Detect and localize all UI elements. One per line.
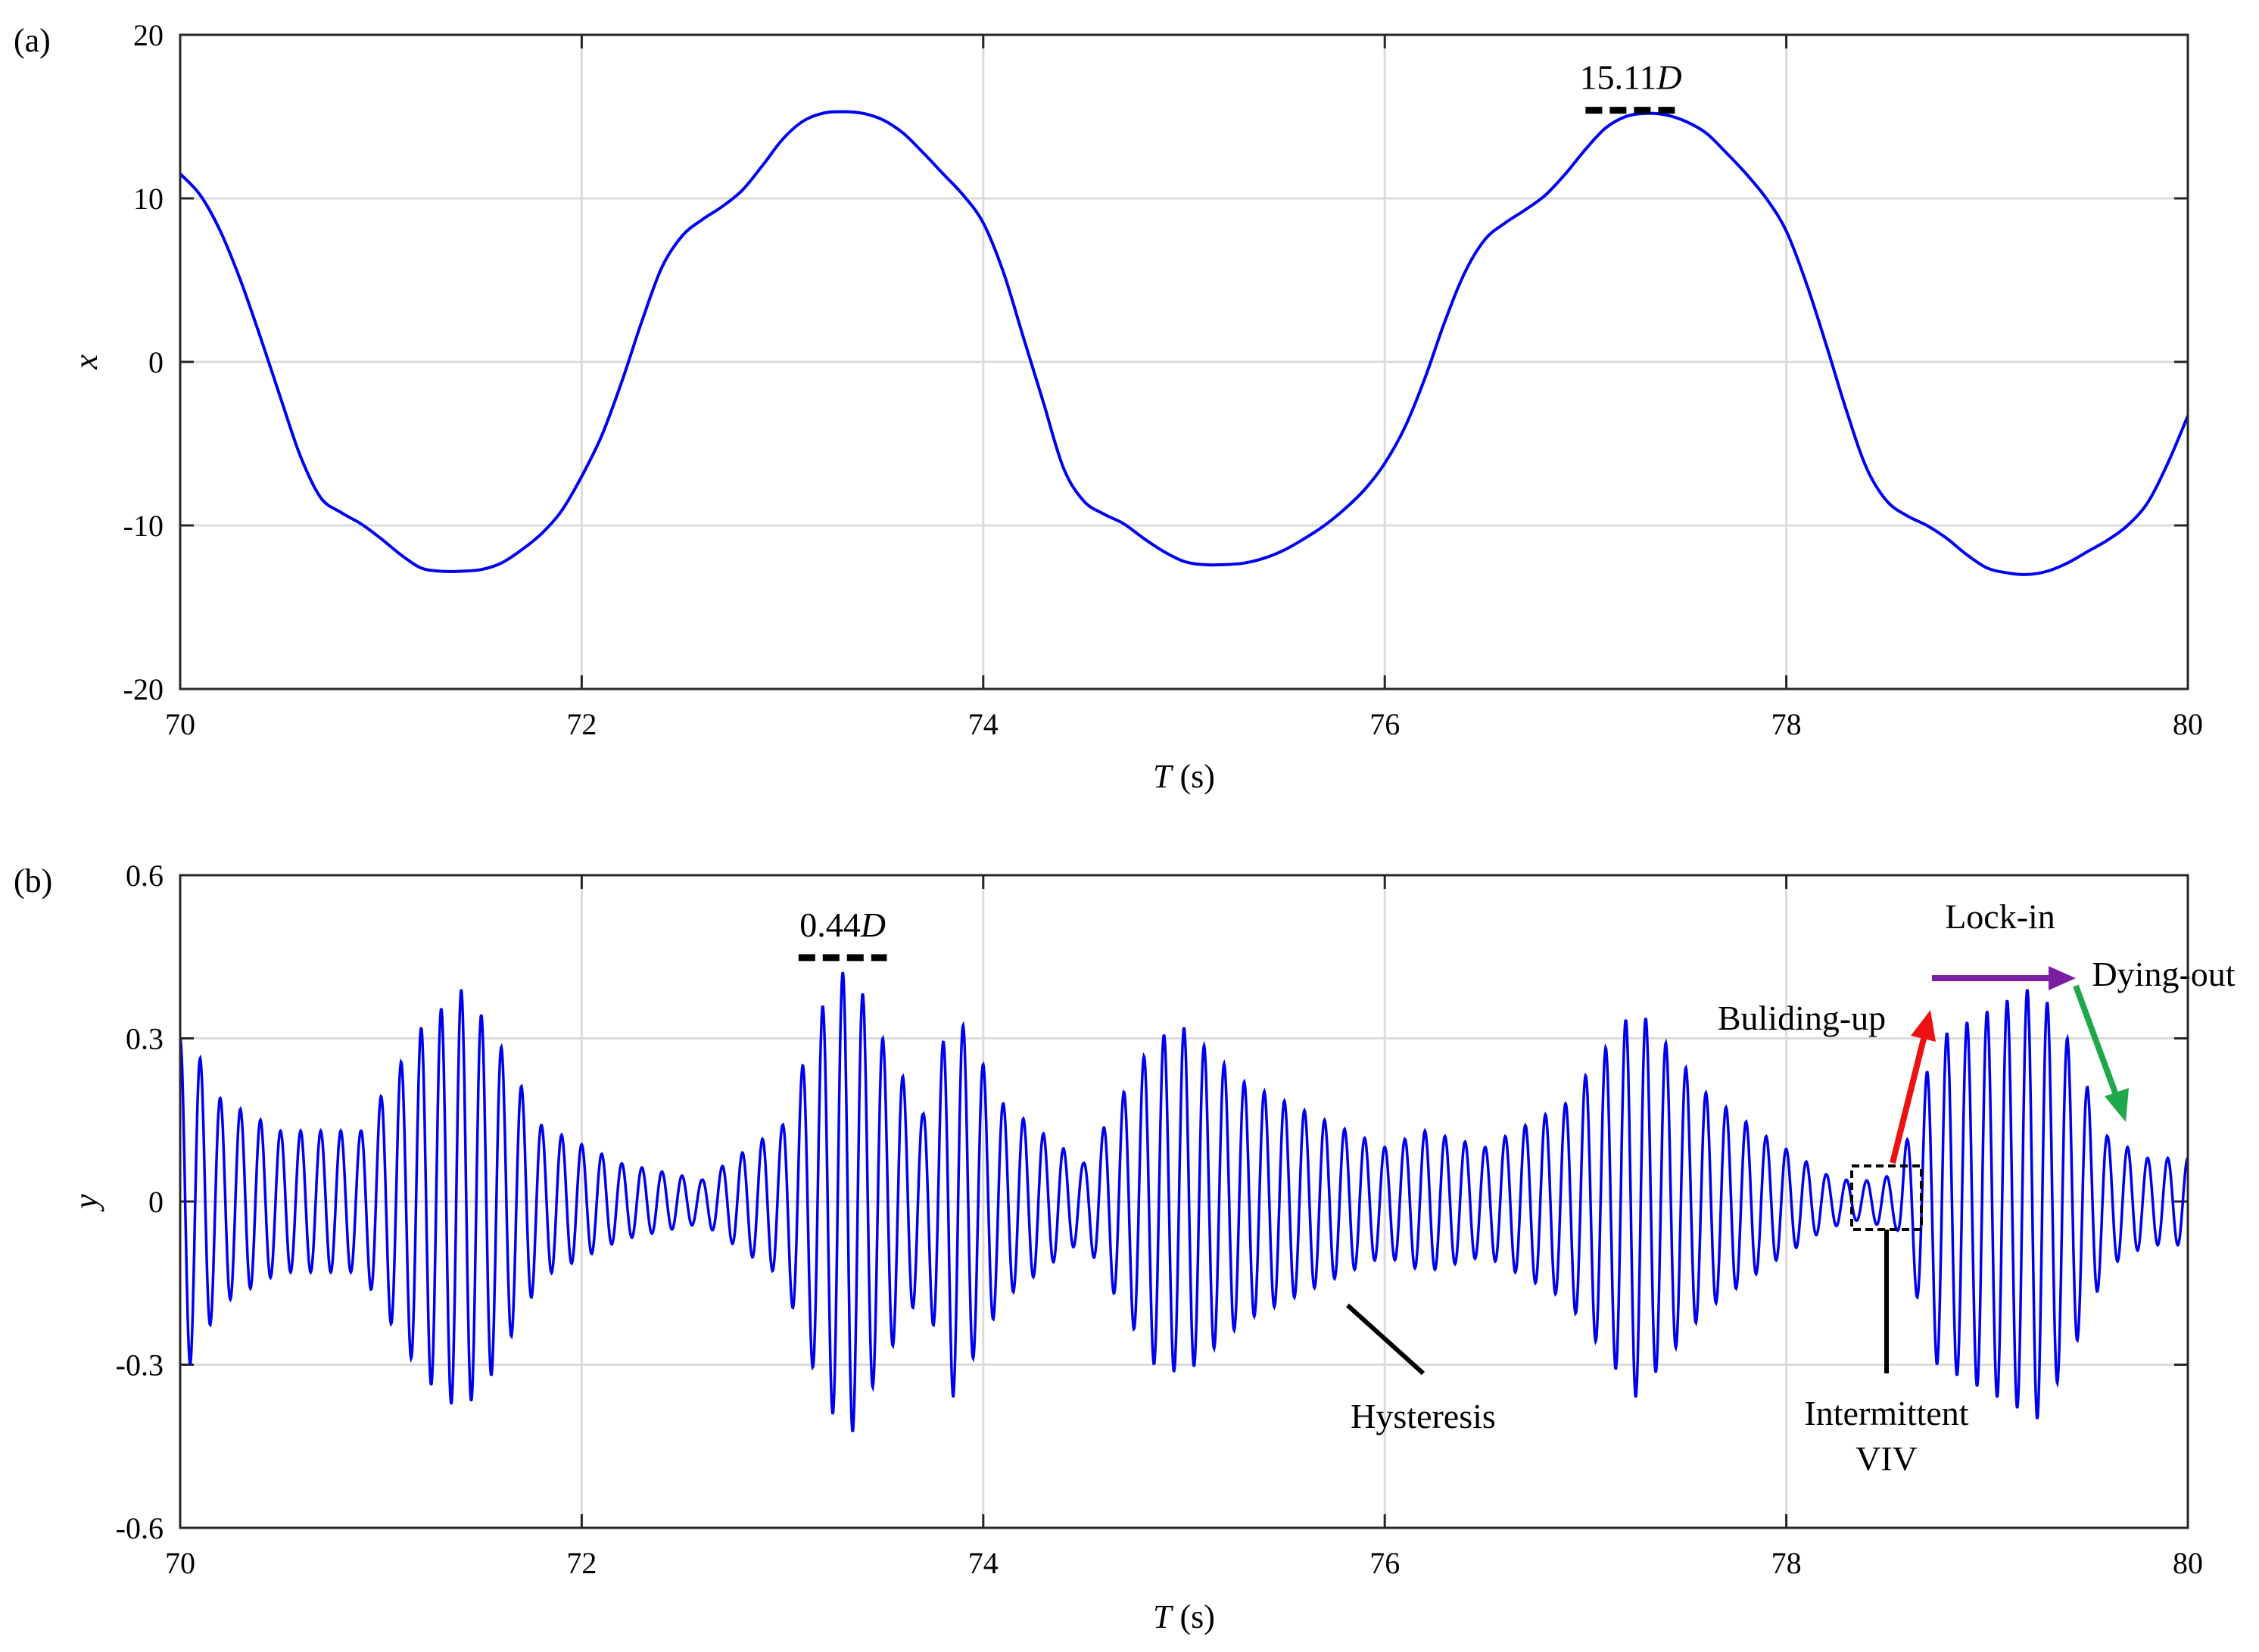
ytick-label-a-1: -10	[123, 509, 164, 543]
xtick-label-b-2: 74	[968, 1546, 999, 1580]
xtick-label-a-0: 70	[165, 707, 195, 741]
ytick-label-b-4: 0.6	[126, 859, 164, 893]
buildingup-arrow-head	[1911, 1010, 1936, 1042]
xlabel-a-unit: (s)	[1172, 758, 1215, 795]
ylabel-a: x	[67, 354, 104, 370]
hysteresis-annotation: Hysteresis	[1345, 1303, 1496, 1435]
xlabel-b-unit: (s)	[1172, 1598, 1215, 1635]
peak-value-b: 0.44	[799, 905, 861, 944]
intermittent-annotation: Intermittent VIV	[1804, 1164, 1969, 1478]
peak-value-a: 15.11	[1580, 58, 1657, 97]
xtick-label-b-5: 80	[2173, 1546, 2203, 1580]
lockin-arrow-head	[2049, 966, 2076, 990]
panel-label-a: (a)	[14, 22, 51, 59]
chart-panel-b: (b) 70 72 74 76 78 80 -0.6 -0.3 0 0.3 0.6 0.44D Lo…	[14, 859, 2236, 1635]
lockin-annotation: Lock-in	[1932, 897, 2076, 990]
xtick-label-b-3: 76	[1369, 1546, 1400, 1580]
ytick-label-a-3: 10	[133, 182, 164, 216]
xtick-label-a-4: 78	[1771, 707, 1802, 741]
series-line-x	[179, 110, 2189, 576]
panel-label-b: (b)	[14, 862, 52, 899]
xtick-label-a-3: 76	[1369, 707, 1400, 741]
ticks-b: 70 72 74 76 78 80 -0.6 -0.3 0 0.3 0.6	[116, 859, 2203, 1580]
xtick-label-a-5: 80	[2173, 707, 2203, 741]
xlabel-b: T (s)	[1153, 1598, 1215, 1635]
chart-panel-a: (a) 70 72 74 76 78 80 -20 -10 0 10 20 15.11D T (s)…	[14, 18, 2203, 795]
dyingout-annotation: Dying-out	[2073, 955, 2236, 1122]
ytick-label-a-0: -20	[123, 672, 164, 706]
ytick-label-b-2: 0	[148, 1185, 164, 1219]
lockin-label: Lock-in	[1945, 897, 2055, 936]
dyingout-arrow-head	[2105, 1088, 2129, 1122]
buildingup-annotation: Buliding-up	[1718, 999, 1936, 1164]
ytick-label-b-0: -0.6	[116, 1511, 164, 1545]
xlabel-b-var: T	[1153, 1598, 1174, 1635]
dyingout-arrow-line	[2073, 984, 2119, 1096]
intermittent-label-line2: VIV	[1855, 1439, 1918, 1478]
xlabel-a: T (s)	[1153, 758, 1215, 795]
xtick-label-b-0: 70	[165, 1546, 195, 1580]
hysteresis-label: Hysteresis	[1351, 1397, 1496, 1435]
ytick-label-a-2: 0	[148, 345, 164, 379]
ylabel-b: y	[67, 1194, 104, 1212]
peak-label-b: 0.44D	[799, 905, 886, 944]
ticks-a: 70 72 74 76 78 80 -20 -10 0 10 20	[123, 18, 2203, 741]
xtick-label-b-1: 72	[566, 1546, 597, 1580]
plot-frame-a	[179, 33, 2189, 690]
peak-unit-b: D	[860, 905, 886, 944]
xtick-label-a-1: 72	[566, 707, 597, 741]
ytick-label-b-1: -0.3	[116, 1348, 164, 1382]
intermittent-box	[1850, 1164, 1923, 1231]
plot-frame-b	[179, 874, 2189, 1529]
peak-label-a: 15.11D	[1580, 58, 1682, 97]
buildingup-label: Buliding-up	[1718, 999, 1886, 1037]
buildingup-arrow-line	[1890, 1038, 1927, 1164]
hysteresis-pointer	[1345, 1303, 1426, 1376]
intermittent-label-line1: Intermittent	[1804, 1394, 1968, 1432]
dyingout-label: Dying-out	[2092, 955, 2235, 993]
xtick-label-a-2: 74	[968, 707, 999, 741]
xtick-label-b-4: 78	[1771, 1546, 1802, 1580]
xlabel-a-var: T	[1153, 758, 1174, 795]
ytick-label-a-4: 20	[133, 18, 164, 52]
ytick-label-b-3: 0.3	[126, 1022, 164, 1056]
peak-unit-a: D	[1656, 58, 1681, 97]
grid-a	[180, 35, 2188, 689]
